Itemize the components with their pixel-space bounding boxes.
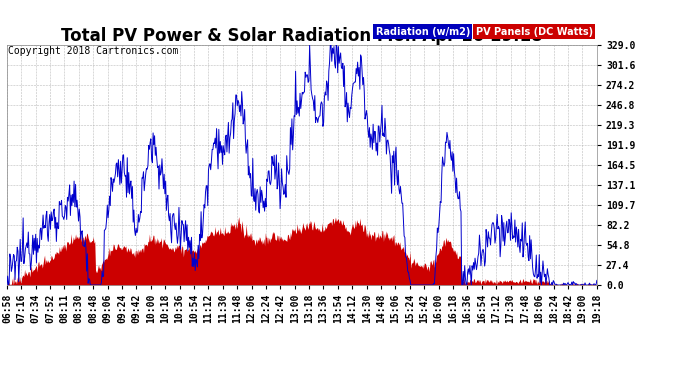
- Text: Radiation (w/m2): Radiation (w/m2): [375, 27, 470, 37]
- Text: PV Panels (DC Watts): PV Panels (DC Watts): [476, 27, 593, 37]
- Title: Total PV Power & Solar Radiation Mon Apr 16 19:18: Total PV Power & Solar Radiation Mon Apr…: [61, 27, 543, 45]
- Text: Copyright 2018 Cartronics.com: Copyright 2018 Cartronics.com: [8, 46, 179, 56]
